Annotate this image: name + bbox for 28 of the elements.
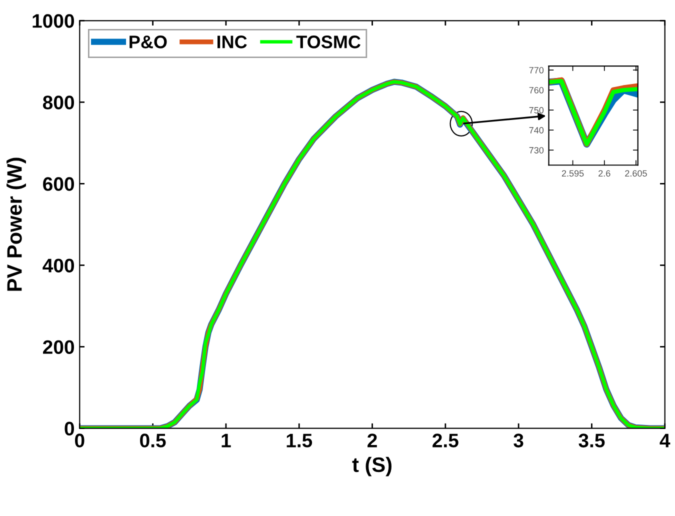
y-tick-label: 740 — [529, 127, 544, 134]
x-tick-label: 2.595 — [562, 170, 584, 177]
x-axis-title: t (S) — [352, 456, 392, 476]
y-tick-label: 770 — [529, 67, 544, 74]
x-tick-label: 3 — [514, 434, 524, 448]
y-tick-label: 750 — [529, 107, 544, 114]
x-tick-label: 2 — [368, 434, 377, 448]
x-tick-label: 2.6 — [598, 170, 610, 177]
legend-label: P&O — [130, 36, 167, 48]
x-tick-label: 2.5 — [432, 434, 458, 448]
x-tick-label: 1 — [222, 434, 231, 448]
legend-label: INC — [217, 36, 247, 48]
y-tick-label: 0 — [64, 422, 74, 436]
y-tick-label: 600 — [43, 177, 74, 191]
x-tick-label: 0.5 — [140, 434, 166, 448]
y-tick-label: 760 — [529, 87, 544, 94]
x-tick-label: 1.5 — [286, 434, 312, 448]
y-tick-label: 200 — [43, 340, 74, 354]
x-tick-label: 3.5 — [578, 434, 605, 448]
y-tick-label: 800 — [42, 96, 74, 110]
y-tick-label: 400 — [42, 258, 74, 272]
y-tick-label: 1000 — [32, 14, 74, 28]
x-tick-label: 4 — [660, 434, 670, 448]
y-axis-title: PV Power (W) — [6, 158, 26, 291]
x-tick-label: 2.605 — [625, 170, 647, 177]
x-tick-label: 0 — [75, 434, 84, 448]
y-tick-label: 730 — [529, 147, 544, 154]
legend-label: TOSMC — [296, 36, 361, 48]
